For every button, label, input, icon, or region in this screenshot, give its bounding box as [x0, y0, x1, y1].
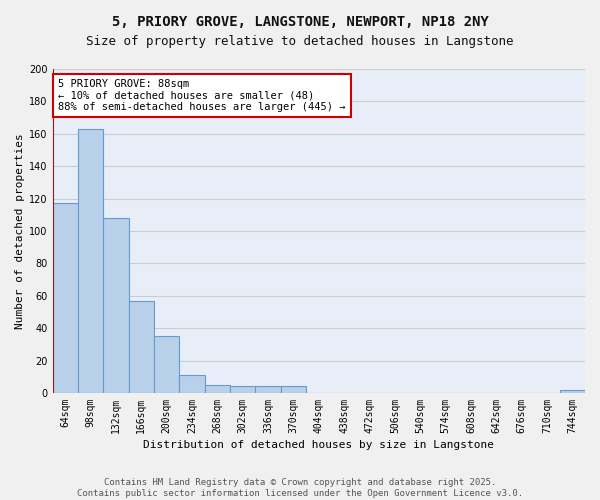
- Text: Contains HM Land Registry data © Crown copyright and database right 2025.
Contai: Contains HM Land Registry data © Crown c…: [77, 478, 523, 498]
- Bar: [53, 204, 78, 393]
- Bar: [78, 129, 103, 393]
- Bar: [560, 390, 585, 393]
- Text: 5, PRIORY GROVE, LANGSTONE, NEWPORT, NP18 2NY: 5, PRIORY GROVE, LANGSTONE, NEWPORT, NP1…: [112, 15, 488, 29]
- Y-axis label: Number of detached properties: Number of detached properties: [15, 133, 25, 329]
- Bar: [179, 375, 205, 393]
- Bar: [154, 336, 179, 393]
- Bar: [205, 385, 230, 393]
- Bar: [103, 218, 128, 393]
- Text: Size of property relative to detached houses in Langstone: Size of property relative to detached ho…: [86, 35, 514, 48]
- Text: 5 PRIORY GROVE: 88sqm
← 10% of detached houses are smaller (48)
88% of semi-deta: 5 PRIORY GROVE: 88sqm ← 10% of detached …: [58, 78, 346, 112]
- Bar: [128, 300, 154, 393]
- Bar: [230, 386, 256, 393]
- Bar: [281, 386, 306, 393]
- Bar: [256, 386, 281, 393]
- X-axis label: Distribution of detached houses by size in Langstone: Distribution of detached houses by size …: [143, 440, 494, 450]
